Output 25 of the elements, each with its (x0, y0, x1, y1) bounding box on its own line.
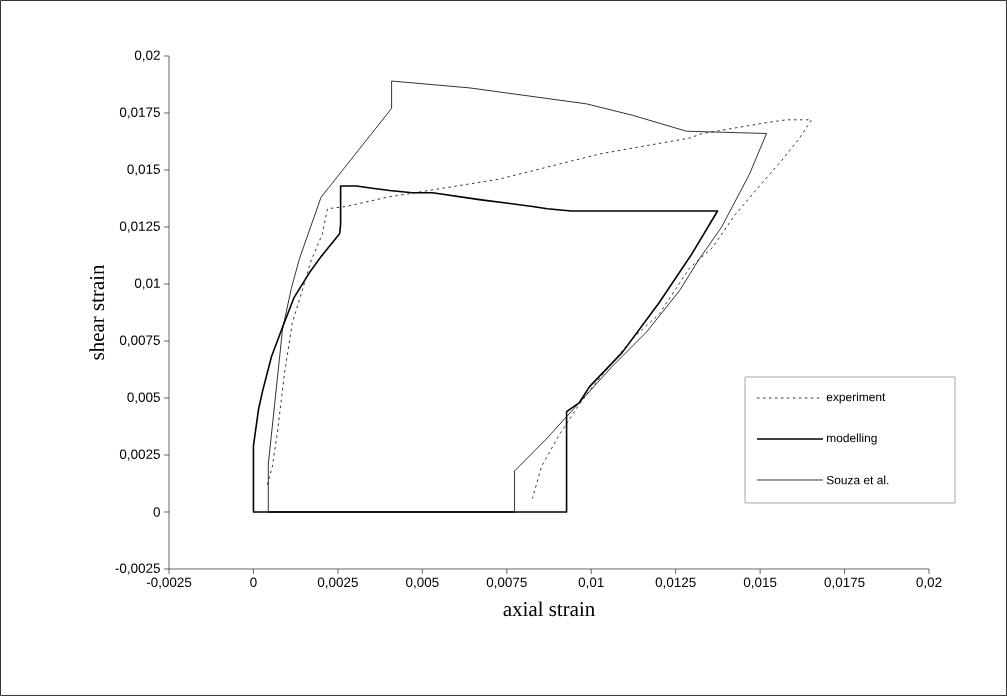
y-tick-label: 0,0025 (119, 449, 160, 461)
x-tick-label: 0,0075 (486, 577, 527, 589)
x-tick-label: 0,0125 (655, 577, 696, 589)
y-tick-label: 0,0075 (119, 335, 160, 347)
y-tick-label: 0,01 (134, 278, 160, 290)
text: experiment (826, 392, 886, 404)
y-tick-label: 0,0125 (119, 221, 160, 233)
y-tick-label: 0,0175 (119, 107, 160, 119)
x-tick-label: 0,0175 (824, 577, 865, 589)
y-tick-label: 0 (153, 507, 160, 517)
y-axis-title: shear strain (89, 264, 105, 360)
y-tick-label: -0,0025 (115, 563, 160, 575)
x-axis-title: axial strain (503, 601, 595, 617)
x-tick-label: 0,005 (406, 577, 439, 589)
x-tick-label: 0,02 (916, 577, 942, 589)
x-tick-label: -0,0025 (146, 577, 192, 589)
x-tick-label: 0,01 (578, 577, 604, 589)
y-tick-label: 0,015 (127, 164, 160, 176)
x-tick-label: 0,0025 (317, 577, 358, 589)
text: modelling (827, 433, 877, 445)
y-tick-label: 0,02 (134, 50, 160, 62)
y-tick-label: 0,005 (127, 392, 160, 404)
x-tick-label: 0 (250, 577, 257, 587)
text: Souza et al. (826, 475, 889, 485)
x-tick-label: 0,015 (743, 577, 777, 589)
